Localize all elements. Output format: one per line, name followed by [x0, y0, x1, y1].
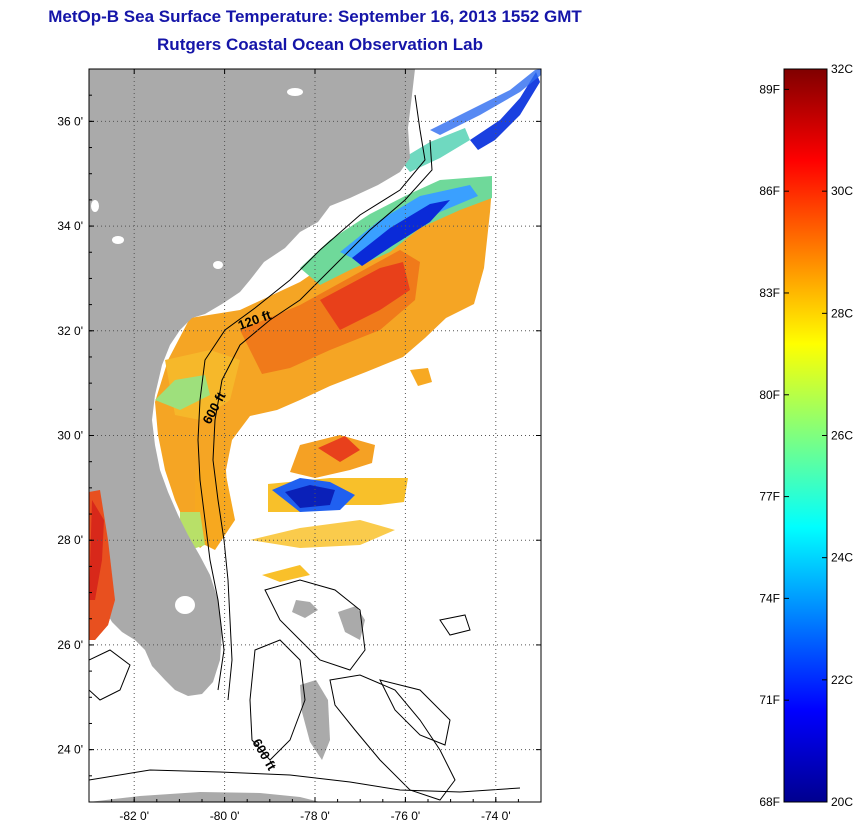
colorbar-celsius-label: 32C	[831, 62, 853, 76]
colorbar-celsius-label: 20C	[831, 795, 853, 809]
lon-tick-label: -74 0'	[481, 809, 511, 823]
map-subtitle: Rutgers Coastal Ocean Observation Lab	[157, 35, 483, 54]
lon-tick-label: -82 0'	[119, 809, 149, 823]
lon-tick-label: -80 0'	[210, 809, 240, 823]
colorbar-celsius-label: 24C	[831, 551, 853, 565]
colorbar: 32C 30C 28C 26C 24C 22C 20C 89F 86F 83F 80F 77F 74F 7…	[759, 62, 853, 809]
land	[89, 69, 415, 802]
colorbar-fahrenheit-label: 68F	[759, 795, 780, 809]
colorbar-celsius-label: 30C	[831, 184, 853, 198]
colorbar-fahrenheit-label: 83F	[759, 286, 780, 300]
lat-tick-label: 30 0'	[57, 429, 83, 443]
colorbar-fahrenheit-label: 80F	[759, 388, 780, 402]
lon-tick-label: -76 0'	[391, 809, 421, 823]
colorbar-fahrenheit-label: 71F	[759, 693, 780, 707]
colorbar-fahrenheit-label: 77F	[759, 490, 780, 504]
colorbar-gradient	[783, 68, 828, 803]
lon-tick-label: -78 0'	[300, 809, 330, 823]
colorbar-celsius-label: 22C	[831, 673, 853, 687]
lat-tick-label: 34 0'	[57, 219, 83, 233]
colorbar-fahrenheit-label: 89F	[759, 82, 780, 96]
lat-tick-label: 24 0'	[57, 743, 83, 757]
colorbar-fahrenheit-label: 86F	[759, 184, 780, 198]
lat-tick-label: 26 0'	[57, 638, 83, 652]
colorbar-fahrenheit-label: 74F	[759, 591, 780, 605]
map-title: MetOp-B Sea Surface Temperature: Septemb…	[48, 7, 582, 26]
graticule	[89, 69, 541, 802]
bathymetry-contours	[89, 94, 521, 801]
lat-tick-label: 32 0'	[57, 324, 83, 338]
colorbar-celsius-label: 26C	[831, 429, 853, 443]
axis-ticks: 24 0' 26 0' 28 0' 30 0' 32 0' 34 0' 36 0' -82 0…	[57, 68, 542, 823]
lat-tick-label: 36 0'	[57, 114, 83, 128]
lat-tick-label: 28 0'	[57, 533, 83, 547]
colorbar-celsius-label: 28C	[831, 306, 853, 320]
